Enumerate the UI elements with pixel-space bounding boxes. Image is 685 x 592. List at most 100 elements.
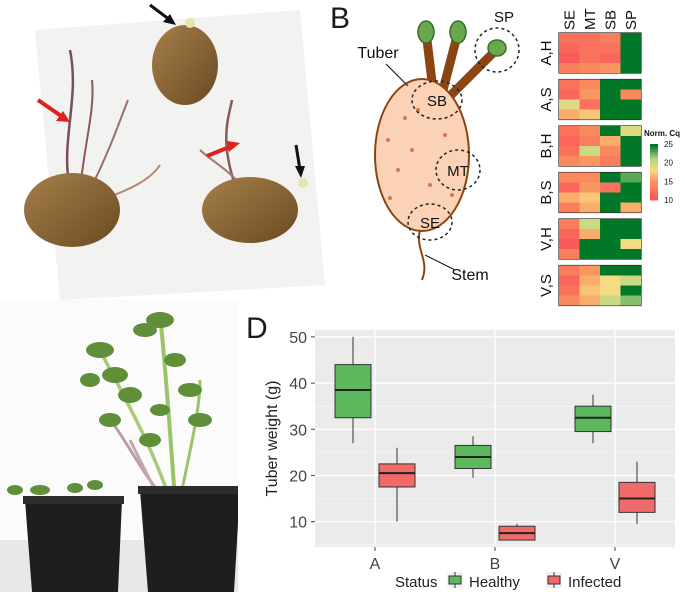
heatmap-cell (600, 202, 621, 213)
legend-label: Healthy (469, 574, 520, 591)
heatmap-legend-swatch (650, 160, 658, 165)
heatmap-legend-swatch (650, 174, 658, 179)
sprout-tip-3 (487, 39, 507, 57)
y-tick-label: 20 (289, 468, 307, 485)
heatmap-legend-tick: 15 (664, 177, 673, 186)
heatmap-legend-swatch (650, 191, 658, 195)
heatmap-cell (620, 202, 641, 213)
heatmap-legend-swatch (650, 155, 658, 159)
heatmap-row-group-label: B,H (538, 133, 555, 158)
heatmap-cell (620, 136, 641, 146)
box-iqr (334, 364, 372, 419)
legend-label: Infected (568, 574, 621, 591)
heatmap-cell (579, 285, 600, 296)
heatmap-cell (600, 192, 621, 203)
heatmap-cell (559, 33, 580, 43)
heatmap-legend-tick: 20 (664, 159, 673, 168)
heatmap-cell (620, 43, 641, 53)
heatmap-column-label: SB (602, 10, 619, 30)
heatmap-cell (620, 53, 641, 63)
heatmap-cell (579, 249, 600, 259)
heatmap-cell (559, 265, 580, 276)
heatmap-legend-swatch (650, 163, 658, 167)
box-iqr (378, 463, 416, 488)
heatmap-legend-swatch (650, 149, 658, 153)
heatmap-cell (620, 89, 641, 100)
heatmap-cell (579, 43, 600, 53)
heatmap-legend-tick: 10 (664, 196, 673, 205)
heatmap-cell (559, 109, 580, 120)
heatmap-cell (559, 192, 580, 203)
heatmap-cell (600, 79, 621, 90)
heatmap-cell (559, 146, 580, 156)
heatmap-cell (559, 202, 580, 213)
heatmap-legend-swatch (650, 166, 658, 170)
heatmap-cell (620, 295, 641, 306)
heatmap-cell (559, 275, 580, 286)
panel-d-label: D (246, 312, 268, 345)
heatmap-cell (579, 229, 600, 239)
heatmap-cell (579, 202, 600, 213)
legend-key-box (448, 575, 462, 585)
photo-potted-plants (0, 300, 238, 592)
heatmap-cell (600, 63, 621, 73)
sp-region-circle (474, 27, 520, 73)
heatmap-cell (600, 43, 621, 53)
heatmap-cell (579, 182, 600, 193)
heatmap-cell (600, 172, 621, 183)
heatmap-cell (579, 136, 600, 146)
heatmap-cell (600, 33, 621, 43)
heatmap-cell (600, 229, 621, 239)
heatmap-cell (579, 219, 600, 229)
heatmap-cell (559, 295, 580, 306)
heatmap-cell (620, 182, 641, 193)
heatmap-cell (559, 249, 580, 259)
heatmap-cell (600, 53, 621, 63)
heatmap-cell (559, 79, 580, 90)
heatmap-cell (600, 295, 621, 306)
sprout-tip-2 (449, 20, 467, 44)
heatmap-cell (559, 219, 580, 229)
legend-key-box (547, 575, 561, 585)
heatmap-column-label: SP (623, 10, 640, 30)
mt-region-circle (435, 149, 481, 191)
heatmap-legend-tick: 25 (664, 140, 673, 149)
heatmap-cell (600, 249, 621, 259)
heatmap-cell (620, 229, 641, 239)
heatmap-row-group-label: A,H (538, 40, 555, 65)
heatmap-row-group-label: V,S (538, 274, 555, 297)
photo-sprouting-tubers (0, 0, 330, 300)
mt-label: MT (447, 163, 469, 180)
heatmap-cell (579, 239, 600, 249)
heatmap-cell (559, 43, 580, 53)
heatmap-cell (620, 219, 641, 229)
heatmap-cell (559, 99, 580, 110)
heatmap-cell (620, 265, 641, 276)
se-label: SE (420, 215, 440, 232)
heatmap-legend-swatch (650, 152, 658, 156)
heatmap-cell (559, 156, 580, 166)
sprout-3 (446, 47, 499, 100)
heatmap-cell (559, 229, 580, 239)
heatmap-cell (559, 63, 580, 73)
heatmap-cell (600, 265, 621, 276)
heatmap-legend-swatch (650, 144, 658, 148)
heatmap-cell (600, 146, 621, 156)
y-tick-label: 30 (289, 422, 307, 439)
heatmap-column-label: SE (561, 10, 578, 30)
stem-label: Stem (451, 267, 488, 284)
heatmap-cell (559, 285, 580, 296)
heatmap-cell (620, 99, 641, 110)
sb-label: SB (427, 93, 447, 110)
heatmap-cell (579, 265, 600, 276)
heatmap-cell (620, 172, 641, 183)
heatmap-legend-swatch (650, 177, 658, 181)
heatmap-cell (600, 285, 621, 296)
heatmap-legend-swatch (650, 172, 658, 176)
heatmap-cell (620, 275, 641, 286)
heatmap-cell (620, 33, 641, 43)
heatmap-cell (579, 109, 600, 120)
stem-pointer (424, 254, 456, 271)
sp-label: SP (494, 10, 514, 26)
heatmap-legend-swatch (650, 158, 658, 162)
